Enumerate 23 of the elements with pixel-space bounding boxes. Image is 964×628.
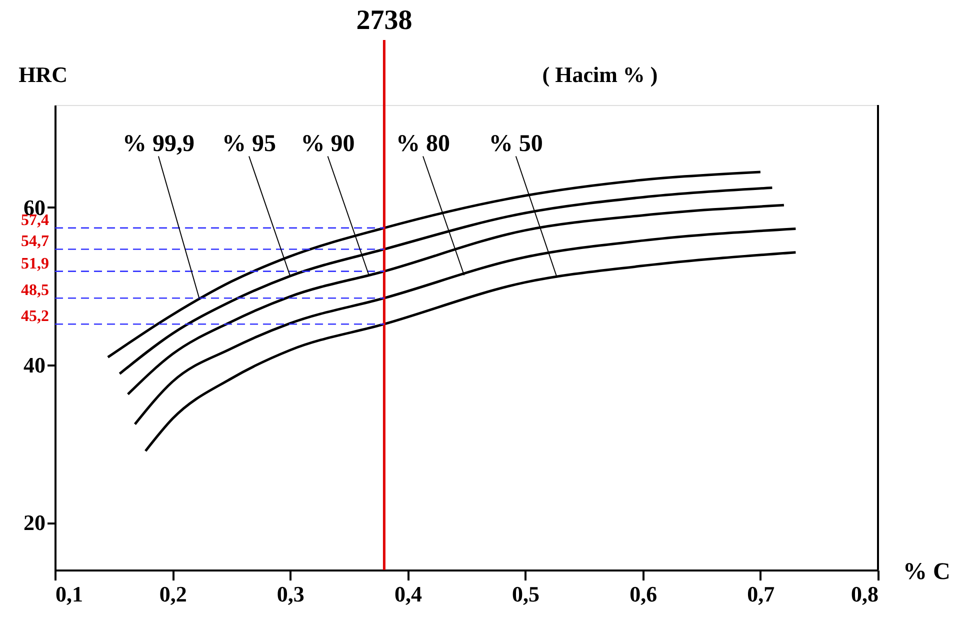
ref-line-label: 45,2 [21, 308, 49, 326]
x-tick-label: 0,4 [394, 582, 422, 606]
y-tick-label: 20 [24, 510, 46, 536]
x-axis-title: % C [903, 559, 950, 585]
annotation: % 99,9 [122, 131, 194, 158]
x-tick-label: 0,7 [747, 582, 775, 606]
y-axis-title: HRC [18, 62, 68, 87]
x-tick-label: 0,1 [56, 582, 83, 606]
x-tick-label: 0,6 [630, 582, 658, 606]
x-tick-label: 0,5 [512, 582, 540, 606]
y-tick-label: 40 [24, 352, 46, 378]
annotation: % 95 [222, 131, 276, 158]
ref-line-label: 48,5 [21, 282, 49, 300]
x-tick-label: 0,8 [851, 582, 878, 606]
x-tick-label: 0,3 [276, 582, 304, 606]
ref-line-label: 51,9 [21, 255, 49, 272]
annotation: % 50 [488, 131, 543, 158]
annotation: % 80 [396, 131, 450, 158]
annotation: % 90 [300, 131, 355, 158]
text: 2738 [356, 5, 412, 36]
text: ( Hacim % ) [542, 62, 658, 87]
x-tick-label: 0,2 [159, 582, 187, 606]
ref-line-label: 54,7 [21, 233, 49, 250]
